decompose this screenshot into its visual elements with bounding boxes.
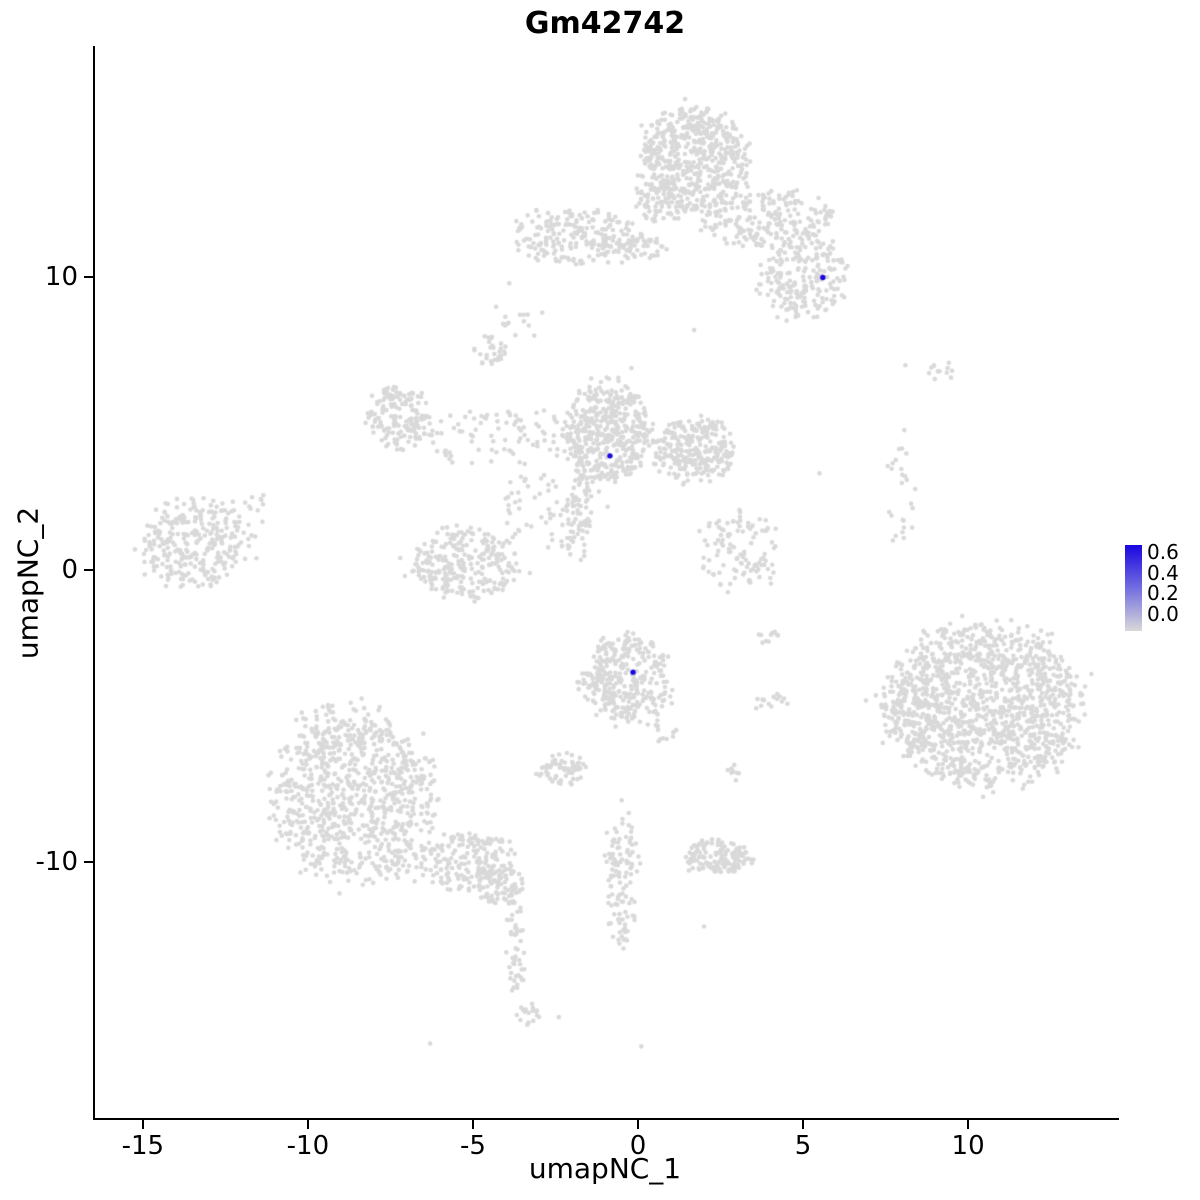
x-tick-mark [141,1120,144,1129]
y-axis-line [93,46,95,1120]
y-tick-mark [84,276,93,279]
x-tick-mark [637,1120,639,1129]
legend-gradient-bar [1125,545,1142,631]
y-tick-label: 10 [44,262,78,293]
scatter-points-canvas [95,48,1115,1118]
y-tick-label: 0 [61,554,78,585]
y-tick-label: -10 [35,847,78,878]
y-tick-mark [84,861,93,864]
x-tick-label: -5 [459,1131,486,1161]
legend-tick-label: 0.6 [1147,540,1179,564]
y-tick-mark [84,568,93,571]
legend-tick-label: 0.4 [1147,560,1179,585]
legend: 0.6 0.4 0.2 0.0 [1125,542,1179,631]
legend-tick-label: 0.0 [1147,601,1179,626]
legend-tick-labels: 0.6 0.4 0.2 0.0 [1147,542,1179,624]
x-axis-title: umapNC_1 [528,1152,682,1185]
x-tick-label: 5 [794,1131,812,1161]
x-tick-label: 10 [951,1131,985,1161]
chart-title: Gm42742 [524,6,686,41]
x-tick-label: 0 [629,1131,647,1161]
x-axis-line [93,1118,1119,1120]
x-tick-mark [471,1120,474,1129]
x-tick-label: -15 [121,1131,165,1161]
x-tick-mark [802,1120,805,1129]
legend-tick-label: 0.2 [1147,581,1179,605]
x-tick-mark [967,1120,970,1129]
x-tick-mark [306,1120,309,1129]
x-tick-label: -10 [286,1131,330,1161]
y-axis-title: umapNC_2 [11,506,45,660]
